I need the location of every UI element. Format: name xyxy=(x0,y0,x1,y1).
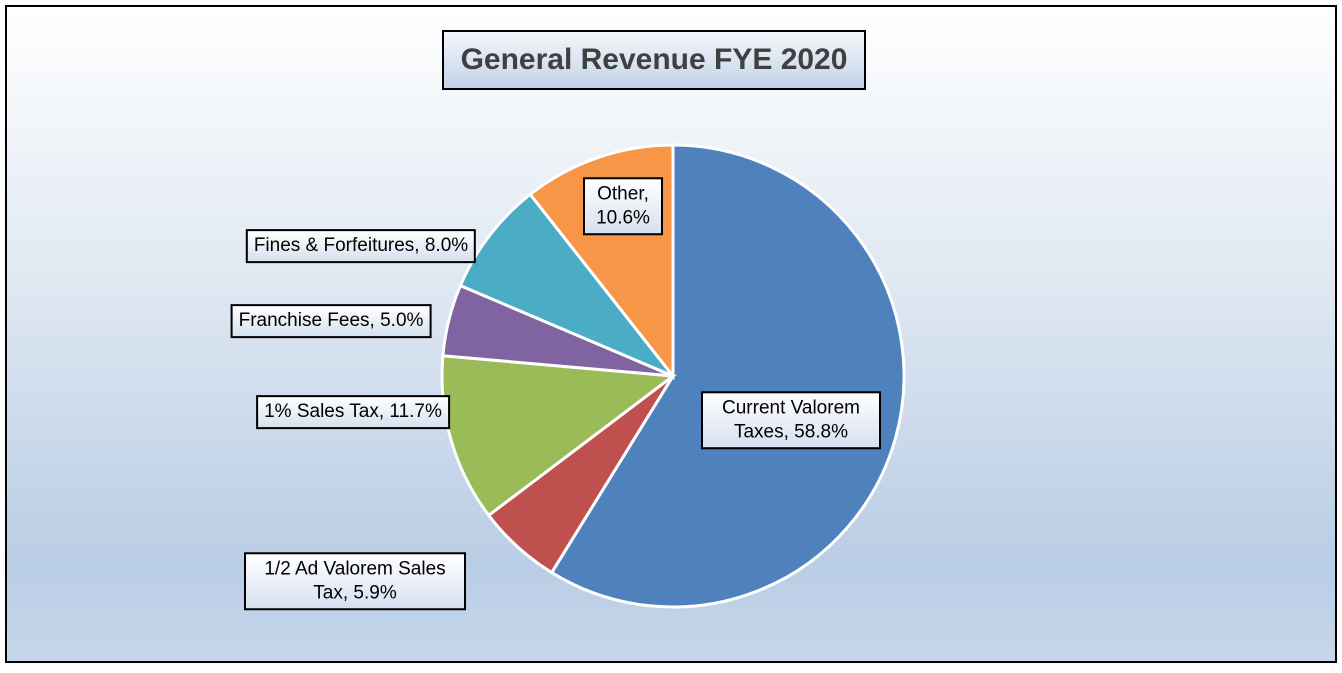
data-label: Other, 10.6% xyxy=(583,177,663,235)
data-label: 1/2 Ad Valorem Sales Tax, 5.9% xyxy=(244,552,466,610)
data-label: Fines & Forfeitures, 8.0% xyxy=(245,229,477,263)
pie-area xyxy=(440,143,906,609)
chart-title: General Revenue FYE 2020 xyxy=(442,30,866,90)
data-label: Current Valorem Taxes, 58.8% xyxy=(701,391,881,449)
chart: General Revenue FYE 2020 Current Valorem… xyxy=(5,5,1337,663)
data-label: Franchise Fees, 5.0% xyxy=(230,304,432,338)
pie-slice xyxy=(440,354,678,518)
pie-slice xyxy=(549,143,906,609)
data-label: 1% Sales Tax, 11.7% xyxy=(256,395,450,429)
pie-slice xyxy=(458,192,675,378)
